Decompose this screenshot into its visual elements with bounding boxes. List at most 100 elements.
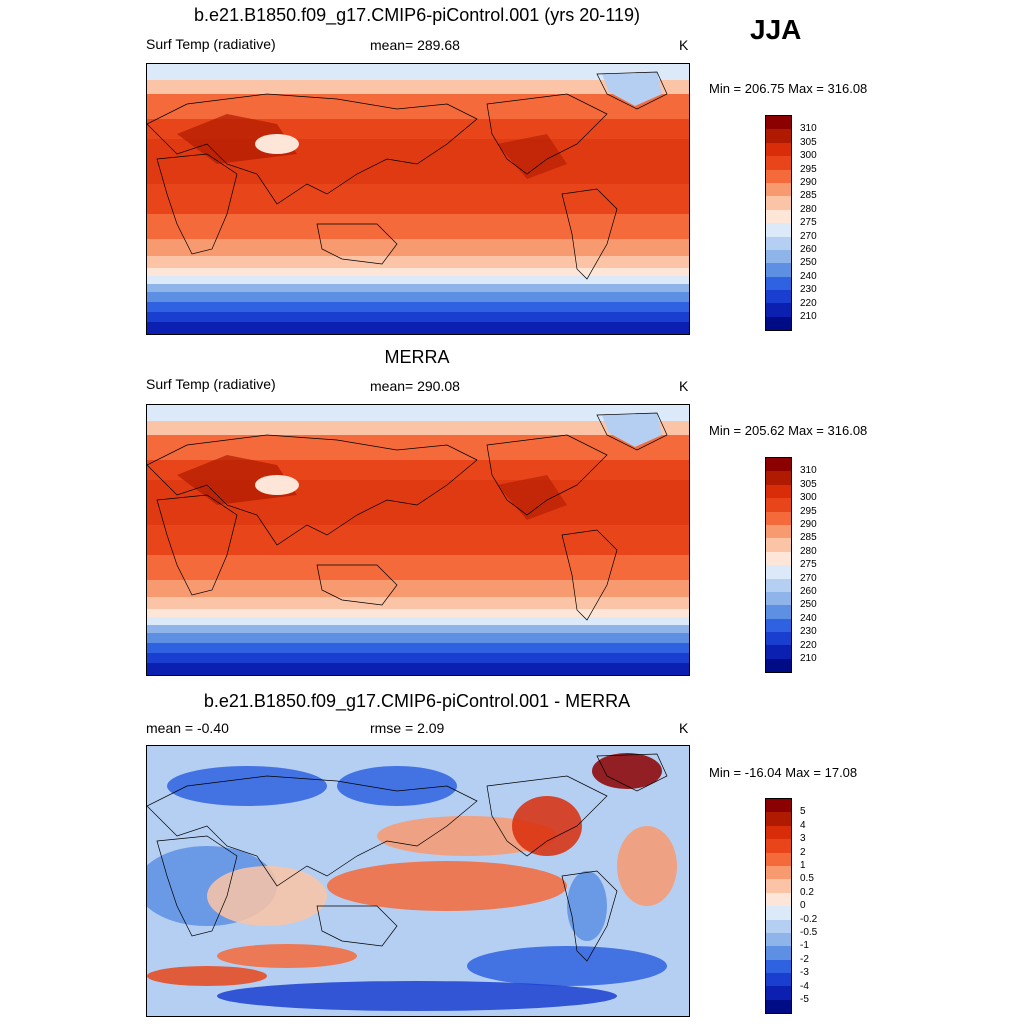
panel-model-minmax: Min = 206.75 Max = 316.08 [709,81,868,96]
colorbar-swatch [766,196,791,210]
season-label: JJA [750,14,802,45]
colorbar-tick-label: 1 [800,860,806,871]
colorbar-tick-label: 210 [800,653,817,664]
colorbar-tick-label: 270 [800,230,817,242]
colorbar-tick-label: -0.5 [800,927,818,938]
colorbar-swatch [766,156,791,170]
colorbar-tick-label: 220 [800,297,817,309]
panel-obs-mean-label: mean= 290.08 [370,378,460,394]
colorbar-swatch [766,263,791,277]
panel-diff-minmax: Min = -16.04 Max = 17.08 [709,765,858,780]
colorbar-swatch [766,498,791,512]
colorbar-tick-label: 5 [800,806,806,818]
colorbar-tick-label: 4 [800,819,806,831]
colorbar-swatch [766,316,791,331]
colorbar-swatch [766,946,791,960]
colorbar-tick-label: -0.2 [800,913,818,925]
panel-obs-minmax: Min = 205.62 Max = 316.08 [709,423,868,438]
colorbar-swatch [766,538,791,552]
colorbar-tick-label: 220 [800,639,817,651]
colorbar-tick-label: 0 [800,900,806,912]
colorbar-tick-label: -5 [800,994,809,1005]
colorbar-swatch [766,565,791,579]
colorbar-swatch [766,618,791,633]
colorbar-swatch [766,551,791,566]
colorbar-swatch [766,471,791,485]
colorbar-tick-label: 295 [800,505,817,517]
colorbar-tick-label: 305 [800,478,817,490]
colorbar-swatch [766,825,791,840]
colorbar-tick-label: 0.2 [800,886,814,898]
colorbar-tick-label: 310 [800,123,817,135]
colorbar-swatch [766,511,791,525]
colorbar-tick-label: 230 [800,626,817,638]
colorbar-swatch [766,986,791,1000]
colorbar-swatch [766,142,791,157]
colorbar-swatch [766,799,791,813]
panel-model-variable-label: Surf Temp (radiative) [146,36,276,52]
map-field [147,64,689,334]
colorbar-tick-label: -1 [800,940,809,952]
colorbar-swatch [766,812,791,826]
colorbar-tick-label: -4 [800,980,809,992]
colorbar-swatch [766,223,791,237]
colorbar-tick-label: 285 [800,190,817,202]
colorbar-tick-label: -2 [800,953,809,965]
colorbar-swatch [766,129,791,143]
panel-obs-variable-label: Surf Temp (radiative) [146,376,276,392]
panel-model-colorbar [765,115,792,332]
panel-diff-mean-label: mean = -0.40 [146,720,229,736]
colorbar-tick-label: 285 [800,532,817,544]
colorbar-tick-label: 280 [800,545,817,557]
colorbar-swatch [766,458,791,472]
colorbar-swatch [766,236,791,250]
colorbar-tick-label: 260 [800,586,817,597]
panel-obs-colorbar [765,457,792,674]
colorbar-tick-label: 0.5 [800,873,814,885]
colorbar-swatch [766,959,791,974]
colorbar-swatch [766,578,791,592]
panel-diff-colorbar [765,798,792,1015]
colorbar-tick-label: 250 [800,257,817,269]
panel-obs-title: MERRA [384,347,450,367]
colorbar-swatch [766,865,791,880]
colorbar-swatch [766,116,791,130]
colorbar-swatch [766,879,791,893]
panel-obs-units: K [679,378,689,394]
colorbar-tick-label: 300 [800,492,817,504]
colorbar-tick-label: 250 [800,599,817,611]
panel-diff-units: K [679,720,689,736]
colorbar-swatch [766,524,791,539]
colorbar-tick-label: 230 [800,284,817,296]
panel-diff-title: b.e21.B1850.f09_g17.CMIP6-piControl.001 … [203,691,631,711]
colorbar-tick-label: 295 [800,163,817,175]
colorbar-swatch [766,906,791,920]
panel-model-title: b.e21.B1850.f09_g17.CMIP6-piControl.001 … [194,5,640,25]
panel-model-map [146,63,690,335]
colorbar-tick-label: 290 [800,519,817,530]
colorbar-swatch [766,645,791,659]
colorbar-tick-label: 275 [800,559,817,571]
colorbar-tick-label: 240 [800,270,817,282]
map-field [147,405,689,675]
colorbar-swatch [766,839,791,853]
colorbar-swatch [766,290,791,304]
colorbar-swatch [766,303,791,317]
panel-obs-map [146,404,690,676]
colorbar-tick-label: 290 [800,177,817,188]
colorbar-swatch [766,591,791,606]
colorbar-tick-label: 280 [800,203,817,215]
colorbar-tick-label: 2 [800,846,806,858]
colorbar-swatch [766,182,791,197]
panel-diff-map [146,745,690,1017]
colorbar-swatch [766,658,791,673]
colorbar-swatch [766,169,791,183]
colorbar-swatch [766,852,791,866]
map-field [147,746,689,1016]
colorbar-swatch [766,249,791,264]
colorbar-tick-label: 210 [800,311,817,322]
colorbar-swatch [766,209,791,224]
colorbar-tick-label: 305 [800,136,817,148]
colorbar-swatch [766,919,791,933]
panel-diff-rmse-label: rmse = 2.09 [370,720,445,736]
